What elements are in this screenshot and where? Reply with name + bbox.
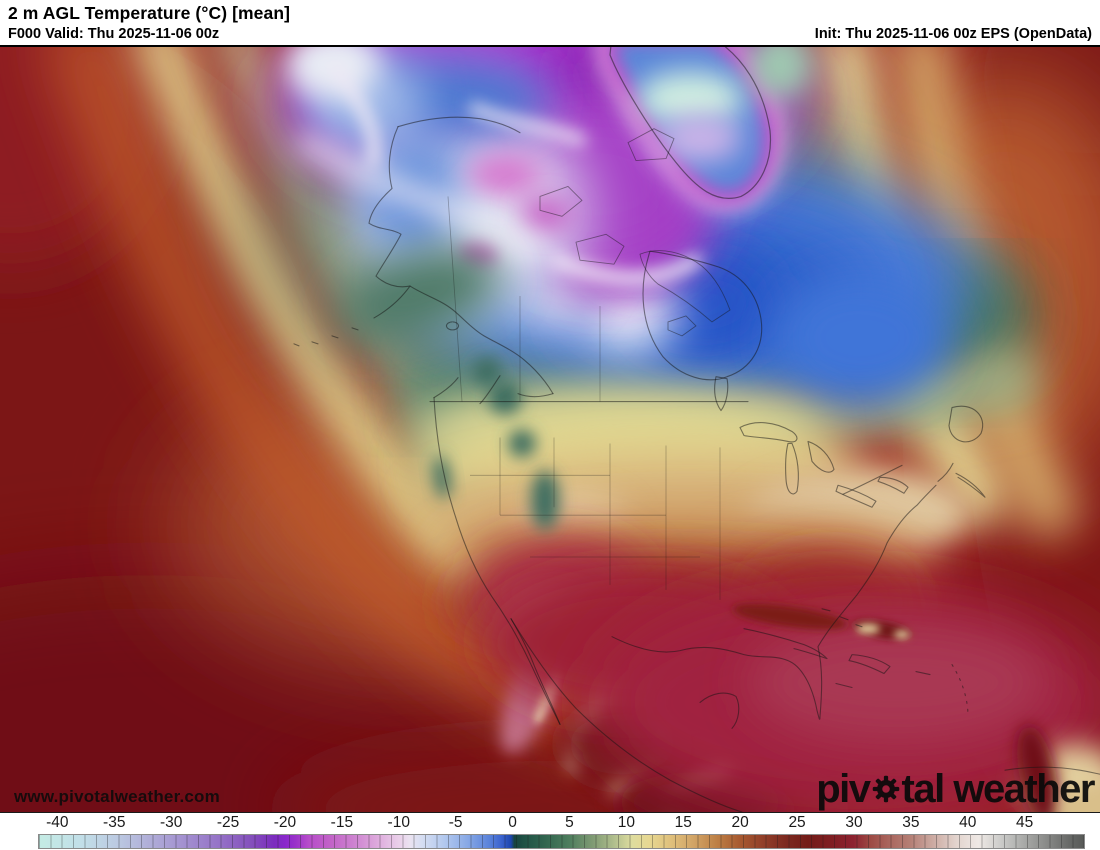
temperature-map: www.pivotalweather.com piv tal weather: [0, 45, 1100, 813]
valid-time-label: F000 Valid: Thu 2025-11-06 00z: [8, 26, 220, 42]
colorbar-tick-label: 0: [508, 814, 517, 831]
colorbar-tick-label: 5: [565, 814, 574, 831]
colorbar-ticks: -40 -35 -30 -25 -20 -15 -10 -5 0 5 10 15 20 25 30 35 40 4…: [38, 813, 1085, 833]
gear-icon: [872, 775, 899, 803]
watermark-url: www.pivotalweather.com: [14, 787, 220, 806]
colorbar-tick-label: 35: [902, 814, 920, 831]
temperature-field-image: [0, 47, 1100, 812]
colorbar-tick-label: -10: [387, 814, 410, 831]
page-title: 2 m AGL Temperature (°C) [mean]: [8, 3, 291, 23]
arctic-islands-layer: [539, 128, 731, 337]
coastline-layer: [293, 47, 1100, 812]
temperature-colorbar-gradient: [39, 835, 1084, 848]
colorbar-tick-label: -35: [103, 814, 126, 831]
colorbar-segment-lines: [39, 835, 1084, 848]
colorbar-tick-label: 25: [788, 814, 806, 831]
colorbar-tick-label: -40: [46, 814, 69, 831]
brand-watermark: piv tal weather: [816, 766, 1096, 812]
header: 2 m AGL Temperature (°C) [mean] F000 Val…: [0, 0, 1100, 45]
colorbar-tick-label: 40: [959, 814, 977, 831]
colorbar-tick-label: 15: [674, 814, 692, 831]
brand-suffix: tal weather: [901, 767, 1096, 811]
colorbar-tick-label: 10: [617, 814, 635, 831]
temperature-colorbar: [38, 834, 1085, 849]
init-time-label: Init: Thu 2025-11-06 00z EPS (OpenData): [814, 26, 1092, 42]
colorbar-tick-label: 30: [845, 814, 863, 831]
colorbar-tick-label: -15: [330, 814, 354, 831]
colorbar-tick-label: -25: [216, 814, 240, 831]
brand-prefix: piv: [816, 767, 871, 811]
colorbar-tick-label: 20: [731, 814, 749, 831]
colorbar-tick-label: -20: [273, 814, 297, 831]
colorbar-footer: -40 -35 -30 -25 -20 -15 -10 -5 0 5 10 15 20 25 30 35 40 4…: [0, 813, 1100, 850]
colorbar-tick-label: -5: [448, 814, 463, 831]
state-borders-layer: [447, 196, 721, 600]
colorbar-tick-label: -30: [159, 814, 183, 831]
colorbar-tick-label: 45: [1016, 814, 1034, 831]
